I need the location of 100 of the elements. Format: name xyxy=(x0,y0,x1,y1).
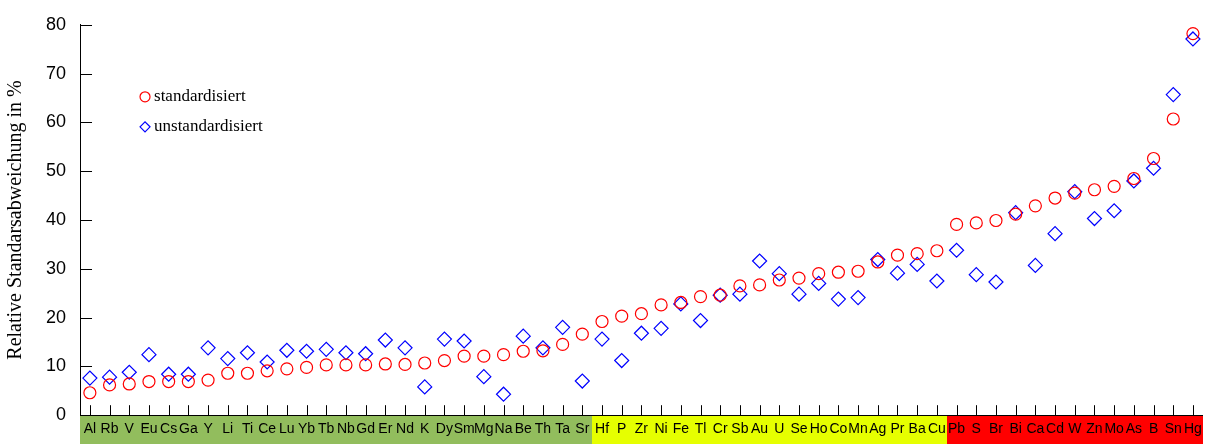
point xyxy=(948,242,965,258)
point xyxy=(753,278,767,292)
point xyxy=(240,366,255,380)
point xyxy=(476,369,492,385)
x-tick-label: Lu xyxy=(279,420,295,437)
point xyxy=(437,353,452,368)
point xyxy=(1027,257,1043,273)
x-tick-label: Zr xyxy=(634,420,649,437)
x-tick-label: Cs xyxy=(160,420,178,437)
y-tick-label: 60 xyxy=(45,111,67,132)
x-tick-label: Cr xyxy=(712,420,728,437)
x-tick-label: Na xyxy=(494,420,513,437)
x-tick-label: Zn xyxy=(1086,420,1103,437)
point xyxy=(515,328,531,344)
point xyxy=(594,331,610,347)
point xyxy=(318,341,334,357)
x-tick-label: Rb xyxy=(100,420,119,437)
x-tick-label: Co xyxy=(829,420,848,437)
point xyxy=(653,320,669,336)
x-tick-label: P xyxy=(617,420,627,437)
point xyxy=(574,373,590,389)
point xyxy=(280,362,294,376)
point xyxy=(279,342,295,358)
y-tick-label: 30 xyxy=(45,257,67,278)
point xyxy=(298,343,315,359)
point xyxy=(733,279,747,293)
point xyxy=(162,374,176,389)
y-tick-label: 40 xyxy=(45,208,67,229)
point xyxy=(101,369,118,385)
point xyxy=(812,267,826,281)
point xyxy=(890,248,905,262)
point xyxy=(1028,199,1042,213)
x-tick-label: Sb xyxy=(731,420,749,437)
x-tick-label: B xyxy=(1148,420,1159,437)
point xyxy=(436,331,453,347)
point xyxy=(221,366,235,380)
point xyxy=(220,350,236,367)
point xyxy=(259,354,275,370)
point xyxy=(1166,112,1180,126)
point xyxy=(792,271,806,285)
point xyxy=(1047,226,1063,242)
point xyxy=(615,309,629,323)
y-tick-label: 70 xyxy=(45,62,67,83)
x-tick-label: Cu xyxy=(927,420,946,437)
y-axis-title: Relative Standarsabweichung in % xyxy=(3,80,27,360)
x-tick-label: Nd xyxy=(396,420,414,437)
x-tick-label: V xyxy=(124,420,135,437)
point xyxy=(989,213,1003,228)
legend-label: standardisiert xyxy=(154,86,246,106)
point xyxy=(595,314,609,329)
x-tick-label: Gd xyxy=(356,420,375,437)
x-tick-label: Ca xyxy=(1026,420,1045,437)
point xyxy=(889,265,906,281)
point xyxy=(693,290,708,304)
x-tick-label: Tb xyxy=(318,420,335,437)
point xyxy=(121,364,137,380)
point xyxy=(614,352,630,369)
point xyxy=(910,247,924,261)
y-tick-label: 50 xyxy=(45,160,67,181)
x-tick-label: Er xyxy=(378,420,393,437)
point xyxy=(929,273,945,289)
x-tick-label: Hf xyxy=(595,420,610,437)
point xyxy=(201,373,215,387)
point xyxy=(1087,183,1102,197)
point xyxy=(1165,86,1181,103)
point xyxy=(831,265,845,279)
x-tick-label: Ho xyxy=(809,420,828,437)
point xyxy=(1185,31,1201,47)
x-tick-label: Sr xyxy=(575,420,590,437)
point xyxy=(200,340,216,356)
point xyxy=(477,349,491,363)
x-tick-label: Pr xyxy=(890,420,905,437)
x-tick-label: Sn xyxy=(1164,420,1182,437)
point xyxy=(654,298,668,312)
x-tick-label: Ti xyxy=(241,420,254,437)
point xyxy=(1086,210,1103,227)
x-tick-label: Pb xyxy=(948,420,966,437)
x-tick-label: Ni xyxy=(654,420,668,437)
x-tick-label: As xyxy=(1125,420,1143,437)
point xyxy=(496,348,511,362)
point xyxy=(495,386,512,402)
point xyxy=(359,358,373,372)
point xyxy=(239,345,256,361)
point xyxy=(850,289,866,306)
point xyxy=(969,216,983,230)
point xyxy=(536,344,550,358)
x-tick-label: Mn xyxy=(848,420,868,437)
point xyxy=(456,333,472,349)
point xyxy=(634,307,649,321)
point xyxy=(772,273,786,287)
point xyxy=(752,253,768,269)
x-tick-label: Al xyxy=(83,420,97,437)
x-tick-label: U xyxy=(774,420,785,437)
point xyxy=(575,327,589,341)
point xyxy=(851,264,865,278)
y-tick-label: 80 xyxy=(45,13,67,34)
point xyxy=(1146,151,1161,166)
x-tick-label: S xyxy=(971,420,981,437)
y-tick-label: 20 xyxy=(45,306,67,327)
point xyxy=(1186,26,1200,41)
